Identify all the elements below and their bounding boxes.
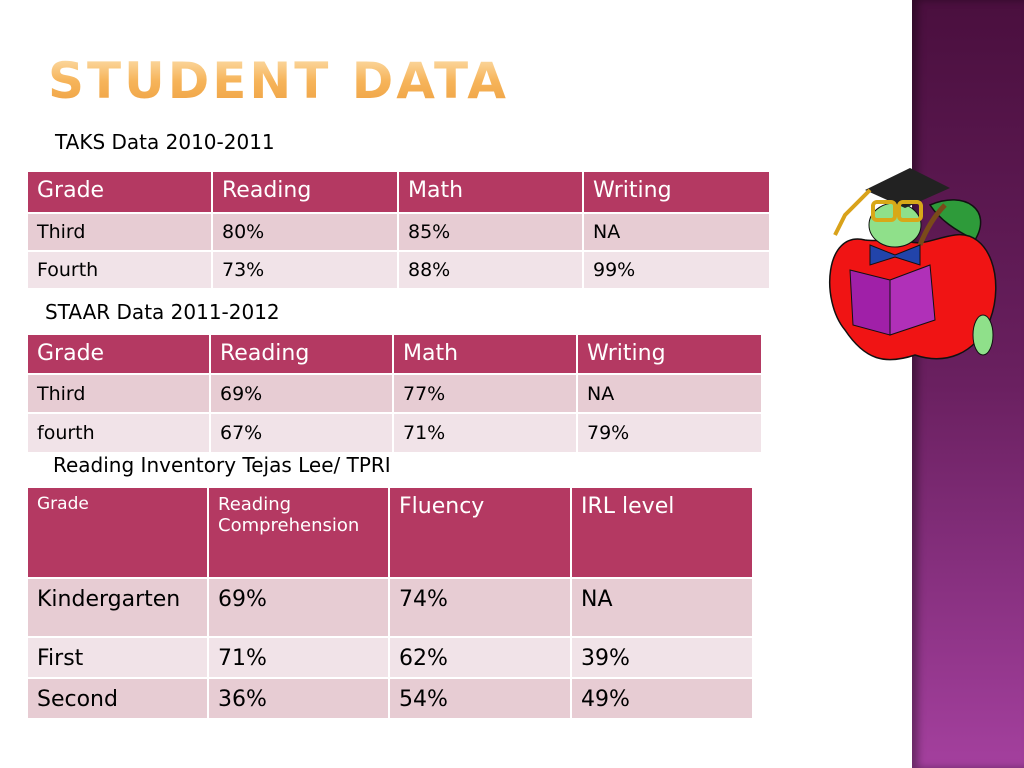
table-row: fourth 67% 71% 79% [26,412,763,454]
header-cell: Grade [26,486,209,579]
table-row: First 71% 62% 39% [26,636,754,679]
header-cell: Math [392,333,578,375]
cell: Kindergarten [26,577,209,638]
cell: 69% [207,577,390,638]
cell: 77% [392,373,578,414]
cell: 74% [388,577,572,638]
cell: 54% [388,677,572,720]
table-row: Second 36% 54% 49% [26,677,754,720]
header-cell: Reading [211,170,399,214]
cell: 39% [570,636,754,679]
taks-table: Grade Reading Math Writing Third 80% 85%… [26,170,771,290]
header-cell: Reading Comprehension [207,486,390,579]
cell: 62% [388,636,572,679]
header-cell: Writing [582,170,771,214]
reading-inventory-label: Reading Inventory Tejas Lee/ TPRI [53,453,391,477]
taks-label: TAKS Data 2010-2011 [55,130,275,154]
header-cell: Grade [26,170,213,214]
table-row: Fourth 73% 88% 99% [26,250,771,290]
cell: 36% [207,677,390,720]
cell: 71% [207,636,390,679]
staar-label: STAAR Data 2011-2012 [45,300,280,324]
cell: 73% [211,250,399,290]
cell: 69% [209,373,394,414]
cell: 49% [570,677,754,720]
header-cell: Fluency [388,486,572,579]
cell: 99% [582,250,771,290]
header-cell: IRL level [570,486,754,579]
slide-title: STUDENT DATA [48,52,509,110]
cell: 80% [211,212,399,252]
cell: 71% [392,412,578,454]
header-cell: Reading [209,333,394,375]
cell: NA [570,577,754,638]
header-cell: Math [397,170,584,214]
table-row: Third 80% 85% NA [26,212,771,252]
table-row: Kindergarten 69% 74% NA [26,577,754,638]
side-decoration-bar [912,0,1024,768]
cell: Third [26,212,213,252]
cell: NA [576,373,763,414]
table-header-row: Grade Reading Comprehension Fluency IRL … [26,486,754,579]
staar-table: Grade Reading Math Writing Third 69% 77%… [26,333,763,454]
cell: 79% [576,412,763,454]
cell: 88% [397,250,584,290]
table-header-row: Grade Reading Math Writing [26,333,763,375]
cell: Second [26,677,209,720]
table-header-row: Grade Reading Math Writing [26,170,771,214]
cell: Fourth [26,250,213,290]
header-cell: Writing [576,333,763,375]
bookworm-apple-illustration [829,168,997,361]
table-row: Third 69% 77% NA [26,373,763,414]
cell: 67% [209,412,394,454]
cell: 85% [397,212,584,252]
cell: fourth [26,412,211,454]
cell: NA [582,212,771,252]
reading-inventory-table: Grade Reading Comprehension Fluency IRL … [26,486,754,720]
header-cell: Grade [26,333,211,375]
cell: First [26,636,209,679]
cell: Third [26,373,211,414]
